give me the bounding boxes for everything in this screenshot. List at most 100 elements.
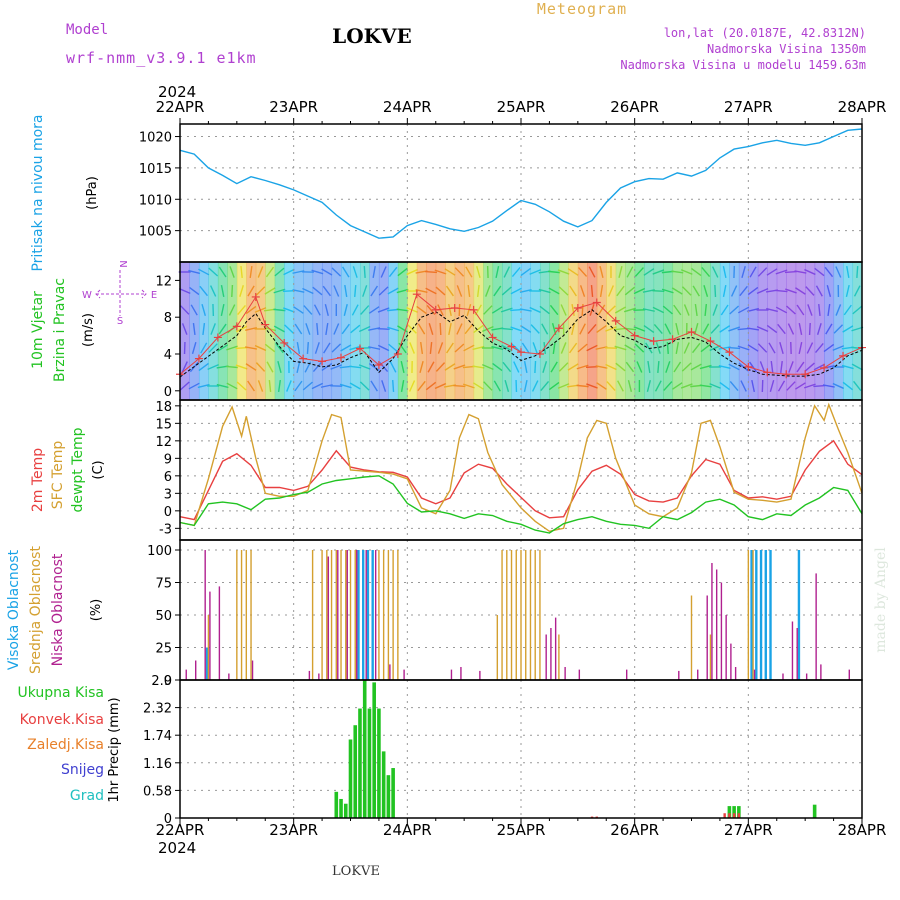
wind-arrow-mark [747, 344, 759, 352]
precip-bar [737, 813, 741, 818]
wind-arrow-mark [397, 325, 409, 333]
marks-layer [176, 128, 866, 818]
wind-arrow-mark [803, 383, 816, 389]
precip-bar [339, 798, 343, 818]
wind-arrow-mark [226, 365, 239, 369]
precip-legend-item: Konvek.Kisa [20, 712, 104, 728]
wind-arrow-mark [759, 361, 766, 373]
precip-legend-item: Snijeg [61, 762, 104, 778]
wind-arrow-mark [529, 269, 542, 275]
wind-arrow-mark [236, 381, 247, 391]
gust-marker [668, 335, 677, 344]
wind-arrow-mark [597, 304, 606, 316]
wind-arrow-mark [541, 323, 549, 335]
wind-arrow-mark [571, 322, 576, 336]
wind-arrow-mark [633, 326, 646, 332]
wind-arrow-mark [845, 284, 850, 298]
y-tick-label: -3 [159, 522, 172, 537]
wind-arrow-mark [425, 381, 437, 391]
wind-arrow-mark [312, 362, 322, 372]
wind-shade-cell [359, 262, 370, 400]
wind-arrow-mark [303, 305, 313, 315]
gust-marker [801, 370, 810, 379]
wind-shade-cell [265, 262, 276, 400]
wind-arrow-mark [694, 303, 698, 317]
wind-arrow-mark [617, 380, 624, 392]
wind-arrow-mark [786, 381, 796, 391]
wind-arrow-mark [540, 380, 550, 392]
wind-arrow-mark [435, 362, 446, 372]
wind-arrow-mark [675, 341, 680, 355]
wind-arrow-mark [425, 287, 437, 295]
wind-arrow-mark [352, 266, 358, 278]
wind-arrow-mark [333, 323, 340, 335]
wind-arrow-mark [351, 304, 359, 316]
wind-arrow-mark [808, 322, 811, 336]
wind-arrow-mark [569, 285, 577, 297]
wind-shade-cell [587, 262, 598, 400]
wind-arrow-mark [815, 285, 823, 297]
wind-arrow-mark [434, 269, 447, 275]
wind-shade-cell [217, 262, 228, 400]
wind-arrow-mark [579, 323, 586, 335]
wind-arrow-mark [312, 286, 323, 296]
wind-arrow-mark [389, 361, 397, 373]
wind-arrow-mark [605, 363, 617, 371]
wind-arrow-mark [181, 361, 188, 373]
wind-arrow-mark [181, 323, 188, 335]
wind-arrow-mark [814, 267, 825, 277]
wind-arrow-mark [655, 342, 661, 354]
gust-marker [839, 351, 848, 360]
footer-station: LOKVE [332, 864, 380, 879]
gust-marker [374, 361, 383, 370]
wind-arrow-mark [397, 267, 408, 277]
wind-arrow-mark [788, 361, 794, 373]
wind-arrow-mark [851, 326, 864, 332]
wind-arrow-mark [519, 308, 532, 312]
wind-arrow-mark [615, 362, 626, 372]
gust-marker [261, 320, 270, 329]
wind-arrow-mark [424, 270, 438, 274]
wind-shade-cell [464, 262, 475, 400]
station-title: LOKVE [332, 24, 412, 48]
panel-frame-precip [179, 679, 863, 819]
gust-marker [630, 331, 639, 340]
wind-arrow-mark [756, 288, 769, 294]
wind-shade-cell [710, 262, 721, 400]
wind-arrow-mark [429, 341, 433, 355]
wind-arrow-mark [552, 341, 556, 355]
wind-arrow-mark [683, 342, 690, 354]
wind-arrow-mark [714, 284, 717, 298]
wind-arrow-mark [216, 383, 229, 389]
wind-shading-layer [178, 262, 864, 400]
precip-axis-title: 1hr Precip (mm) [107, 697, 122, 802]
wind-arrow-mark [822, 384, 835, 388]
gust-marker [725, 348, 734, 357]
wind-arrow-mark [711, 266, 719, 278]
wind-shade-cell [416, 262, 427, 400]
wind-arrow-mark [362, 285, 368, 297]
precip-bar [372, 682, 376, 818]
wind-arrow-mark [542, 361, 548, 373]
wind-arrow-mark [652, 289, 665, 293]
precip-bar [348, 739, 353, 818]
wind-arrow-mark [456, 285, 463, 297]
y-tick-label: 18 [155, 400, 172, 415]
wind-arrow-mark [179, 381, 190, 391]
x-tick-label-bottom: 27APR [724, 821, 773, 839]
wind-arrow-mark [647, 360, 651, 374]
wind-arrow-mark [722, 284, 727, 298]
frames-layer [175, 118, 863, 824]
wind-shade-cell [748, 262, 759, 400]
wind-arrow-mark [439, 322, 442, 336]
wind-arrow-mark [747, 327, 760, 331]
wind-arrow-mark [728, 363, 740, 371]
wind-arrow-mark [846, 265, 850, 279]
y-tick-label: 50 [155, 609, 172, 624]
wind-arrow-mark [627, 380, 633, 392]
x-tick-label-top: 27APR [724, 98, 773, 116]
wind-arrow-mark [377, 307, 390, 313]
wind-arrow-mark [472, 382, 484, 390]
wind-arrow-mark [587, 324, 597, 334]
wind-arrow-mark [254, 344, 267, 352]
